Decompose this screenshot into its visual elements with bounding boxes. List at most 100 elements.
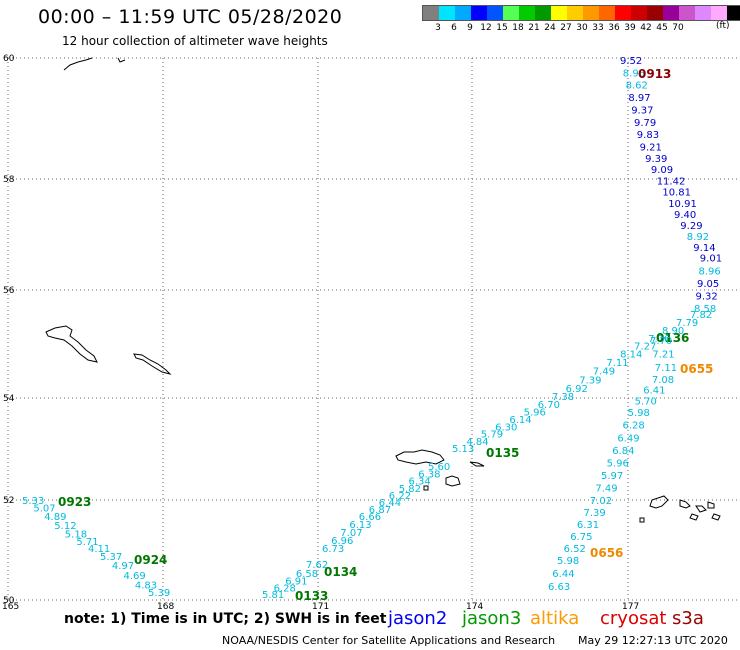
wave-height-value: 6.91 [285,577,307,588]
wave-height-value: 7.76 [648,334,670,345]
wave-height-value: 5.98 [628,408,650,419]
wave-height-value: 9.40 [674,210,696,221]
latitude-label: 50 [3,596,15,606]
wave-height-value: 9.05 [697,279,719,290]
wave-height-value: 8.90 [662,326,684,337]
pass-time-label: 0133 [295,589,328,603]
wave-height-value: 6.34 [409,477,431,488]
legend-tick-label: 30 [576,23,588,33]
wave-height-value: 6.22 [389,491,411,502]
wave-height-value: 9.37 [631,105,653,116]
legend-cryosat: cryosat [600,608,667,629]
wave-height-value: 10.91 [668,199,697,210]
legend-swatch [679,6,695,20]
legend-swatch [631,6,647,20]
legend-tick-label: 33 [592,23,604,33]
latitude-label: 60 [3,54,15,64]
wave-height-value: 6.84 [612,446,634,457]
legend-ticks: 3 6 9 12 15 18 21 24 27 30 33 36 39 42 45 70 [422,21,740,33]
wave-height-value: 6.58 [296,569,318,580]
longitude-label: 174 [466,602,483,612]
legend-swatch [423,6,439,20]
wave-height-value: 8.97 [628,93,650,104]
wave-height-value: 5.79 [481,430,503,441]
wave-height-value: 7.49 [595,484,617,495]
wave-height-value: 9.32 [696,291,718,302]
pass-time-label: 0135 [486,446,519,460]
track-jason3-south: 7.626.586.916.285.81 0134 [262,560,357,601]
legend-swatch [599,6,615,20]
legend-swatch [503,6,519,20]
longitude-label: 171 [312,602,329,612]
legend-tick-label: 12 [480,23,492,33]
wave-height-value: 8.96 [699,266,721,277]
coastline [423,485,429,491]
wave-height-value: 6.28 [274,583,296,594]
legend-swatch [647,6,663,20]
wave-height-value: 7.79 [676,318,698,329]
wave-height-value: 5.60 [428,462,450,473]
wave-height-value: 9.14 [693,243,715,254]
wave-height-value: 8.58 [694,304,716,315]
wave-height-value: 7.27 [634,342,656,353]
coastline [649,495,669,509]
pass-time-label: 0136 [656,331,689,345]
legend-tick-label: 9 [467,23,473,33]
legend-jason2: jason2 [388,608,448,629]
longitude-label: 165 [2,602,19,612]
legend-tick-label: 3 [435,23,441,33]
wave-height-value: 4.84 [466,437,488,448]
wave-height-value: 9.09 [651,165,673,176]
track-jason3-north: 7.827.798.907.767.278.147.117.497.396.92… [452,310,712,455]
wave-height-value: 6.14 [509,415,531,426]
wave-height-value: 5.12 [54,521,76,532]
wave-height-value: 6.13 [349,520,371,531]
latitude-label: 56 [3,286,15,296]
wave-height-value: 5.71 [76,537,98,548]
coastline [707,501,715,509]
wave-height-value: 6.52 [564,544,586,555]
legend-swatch [695,6,711,20]
wave-height-value: 6.41 [643,386,665,397]
wave-height-value: 6.38 [418,469,440,480]
wave-height-value: 7.21 [652,350,674,361]
wave-height-value: 5.13 [452,444,474,455]
track-altika-east: 7.707.217.117.086.415.705.986.286.496.84… [548,336,713,593]
wave-height-value: 5.81 [262,590,284,601]
wave-height-value: 7.07 [340,528,362,539]
legend-tick-label: 15 [496,23,508,33]
coastline [679,499,691,509]
legend-swatch [455,6,471,20]
wave-height-value: 7.38 [552,392,574,403]
legend-swatch [567,6,583,20]
wave-height-value: 6.63 [548,582,570,593]
legend-swatch [471,6,487,20]
wave-height-value: 6.96 [331,536,353,547]
legend-swatch [551,6,567,20]
wave-height-value: 5.37 [100,552,122,563]
wave-height-value: 9.39 [645,154,667,165]
legend-swatch [535,6,551,20]
wave-height-value: 4.97 [112,561,134,572]
wave-height-value: 6.73 [322,544,344,555]
coastline [695,505,707,513]
chart-subtitle: 12 hour collection of altimeter wave hei… [62,34,328,48]
wave-height-color-legend: 3 6 9 12 15 18 21 24 27 30 33 36 39 42 45 70 [422,5,740,33]
pass-time-label: 0655 [680,362,713,376]
wave-height-value: 6.31 [577,520,599,531]
wave-height-value: 6.92 [566,384,588,395]
wave-height-value: 7.39 [579,375,601,386]
wave-height-value: 6.70 [538,400,560,411]
track-jason3-west-1: 5.335.074.895.125.185.714.11 0923 [22,495,110,555]
wave-height-value: 5.07 [33,504,55,515]
track-altika-end: 0656 [590,546,623,560]
wave-height-value: 9.01 [700,254,722,265]
legend-tick-label: 70 [672,23,684,33]
wave-height-value: 5.18 [65,530,87,541]
coastline [63,57,93,71]
track-jason3-west-2: 5.374.974.694.835.39 0924 [100,552,170,599]
coastline [133,353,172,375]
chart-title: 00:00 – 11:59 UTC 05/28/2020 [38,6,343,28]
credit-line: NOAA/NESDIS Center for Satellite Applica… [222,634,556,647]
longitude-label: 168 [157,602,174,612]
